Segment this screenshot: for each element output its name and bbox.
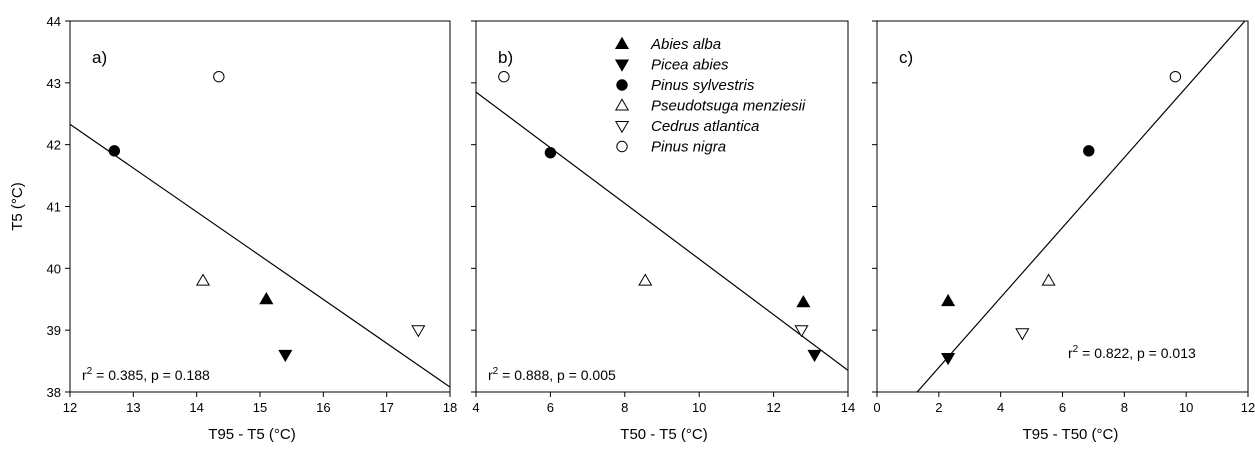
legend: Abies alba Picea abies Pinus sylvestris Pse… bbox=[614, 36, 806, 156]
plot-frame bbox=[876, 20, 1249, 393]
panel-b: 4 6 8 10 12 14 T50 - T5 (°C) b) r2 = 0.888, p = … bbox=[471, 20, 855, 443]
legend-item-picea-abies: Picea abies bbox=[614, 57, 729, 74]
regression-line bbox=[916, 21, 1246, 392]
panel-label: c) bbox=[899, 48, 913, 67]
x-tick-label: 14 bbox=[189, 400, 203, 415]
point-pinus-sylvestris bbox=[1083, 145, 1095, 157]
regression-line bbox=[70, 123, 450, 388]
panel-c: 0 2 4 6 8 10 12 T95 - T50 (°C) c) r2 = 0.822, p =… bbox=[872, 20, 1255, 443]
legend-item-pinus-nigra: Pinus nigra bbox=[616, 139, 726, 156]
stats-text: r2 = 0.822, p = 0.013 bbox=[1068, 344, 1196, 361]
point-abies-alba bbox=[259, 292, 274, 305]
point-picea-abies bbox=[941, 353, 956, 366]
x-tick-label: 4 bbox=[997, 400, 1004, 415]
point-pinus-nigra bbox=[498, 70, 510, 83]
legend-item-pseudotsuga-menziesii: Pseudotsuga menziesii bbox=[614, 98, 806, 115]
panel-label: b) bbox=[498, 48, 513, 67]
legend-item-abies-alba: Abies alba bbox=[614, 36, 721, 53]
point-pinus-nigra bbox=[213, 70, 225, 83]
legend-marker bbox=[616, 79, 628, 91]
point-pseudotsuga-menziesii bbox=[195, 273, 211, 286]
stats-text: r2 = 0.888, p = 0.005 bbox=[488, 366, 616, 383]
point-pinus-nigra bbox=[1169, 70, 1182, 83]
point-cedrus-atlantica bbox=[1015, 328, 1030, 341]
legend-label: Pinus nigra bbox=[651, 139, 726, 156]
panel-label: a) bbox=[92, 48, 107, 67]
x-tick-label: 8 bbox=[621, 400, 628, 415]
x-tick-label: 4 bbox=[472, 400, 479, 415]
legend-marker bbox=[614, 59, 630, 72]
y-tick-label: 39 bbox=[47, 323, 61, 338]
point-pinus-sylvestris bbox=[108, 145, 121, 157]
x-tick-label: 0 bbox=[873, 400, 880, 415]
point-pseudotsuga-menziesii bbox=[1041, 273, 1056, 286]
point-pseudotsuga-menziesii bbox=[638, 273, 653, 286]
x-tick-label: 12 bbox=[1241, 400, 1255, 415]
y-tick-label: 42 bbox=[47, 138, 61, 153]
point-picea-abies bbox=[278, 349, 293, 363]
regression-line bbox=[476, 91, 848, 371]
y-tick-label: 44 bbox=[47, 14, 61, 29]
point-cedrus-atlantica bbox=[794, 325, 809, 338]
legend-item-pinus-sylvestris: Pinus sylvestris bbox=[616, 77, 755, 94]
point-abies-alba bbox=[941, 293, 956, 307]
x-tick-label: 10 bbox=[692, 400, 706, 415]
point-pinus-sylvestris bbox=[544, 147, 557, 159]
x-tick-label: 14 bbox=[841, 400, 855, 415]
y-tick-label: 43 bbox=[47, 76, 61, 91]
stats-text: r2 = 0.385, p = 0.188 bbox=[82, 366, 210, 383]
x-tick-label: 18 bbox=[443, 400, 457, 415]
x-tick-label: 13 bbox=[126, 400, 140, 415]
x-axis-title: T50 - T5 (°C) bbox=[620, 426, 707, 443]
y-axis-title: T5 (°C) bbox=[9, 182, 26, 231]
point-abies-alba bbox=[796, 295, 811, 308]
legend-label: Pinus sylvestris bbox=[651, 77, 755, 94]
point-picea-abies bbox=[807, 349, 822, 363]
x-tick-label: 12 bbox=[63, 400, 77, 415]
x-tick-label: 10 bbox=[1179, 400, 1193, 415]
legend-marker bbox=[614, 36, 630, 49]
legend-marker bbox=[616, 140, 628, 153]
y-tick-label: 41 bbox=[47, 200, 61, 215]
legend-label: Pseudotsuga menziesii bbox=[651, 98, 806, 115]
legend-marker bbox=[614, 121, 630, 134]
x-tick-label: 17 bbox=[379, 400, 393, 415]
x-tick-label: 6 bbox=[1059, 400, 1066, 415]
x-tick-label: 8 bbox=[1121, 400, 1128, 415]
panel-a: 12 13 14 15 16 17 18 38 39 40 41 42 43 44 T95 - T5 (°C… bbox=[9, 14, 457, 443]
plot-frame bbox=[69, 20, 451, 393]
x-axis-title: T95 - T50 (°C) bbox=[1023, 426, 1119, 443]
x-tick-label: 12 bbox=[766, 400, 780, 415]
legend-label: Picea abies bbox=[651, 57, 729, 74]
x-tick-label: 15 bbox=[253, 400, 267, 415]
x-tick-label: 6 bbox=[547, 400, 554, 415]
y-tick-label: 40 bbox=[47, 261, 61, 276]
legend-label: Abies alba bbox=[650, 36, 721, 53]
point-cedrus-atlantica bbox=[411, 325, 426, 338]
legend-marker bbox=[614, 98, 630, 111]
legend-label: Cedrus atlantica bbox=[651, 118, 759, 135]
y-tick-label: 38 bbox=[47, 385, 61, 400]
x-tick-label: 2 bbox=[935, 400, 942, 415]
legend-item-cedrus-atlantica: Cedrus atlantica bbox=[614, 118, 759, 135]
x-axis-title: T95 - T5 (°C) bbox=[208, 426, 295, 443]
x-tick-label: 16 bbox=[316, 400, 330, 415]
